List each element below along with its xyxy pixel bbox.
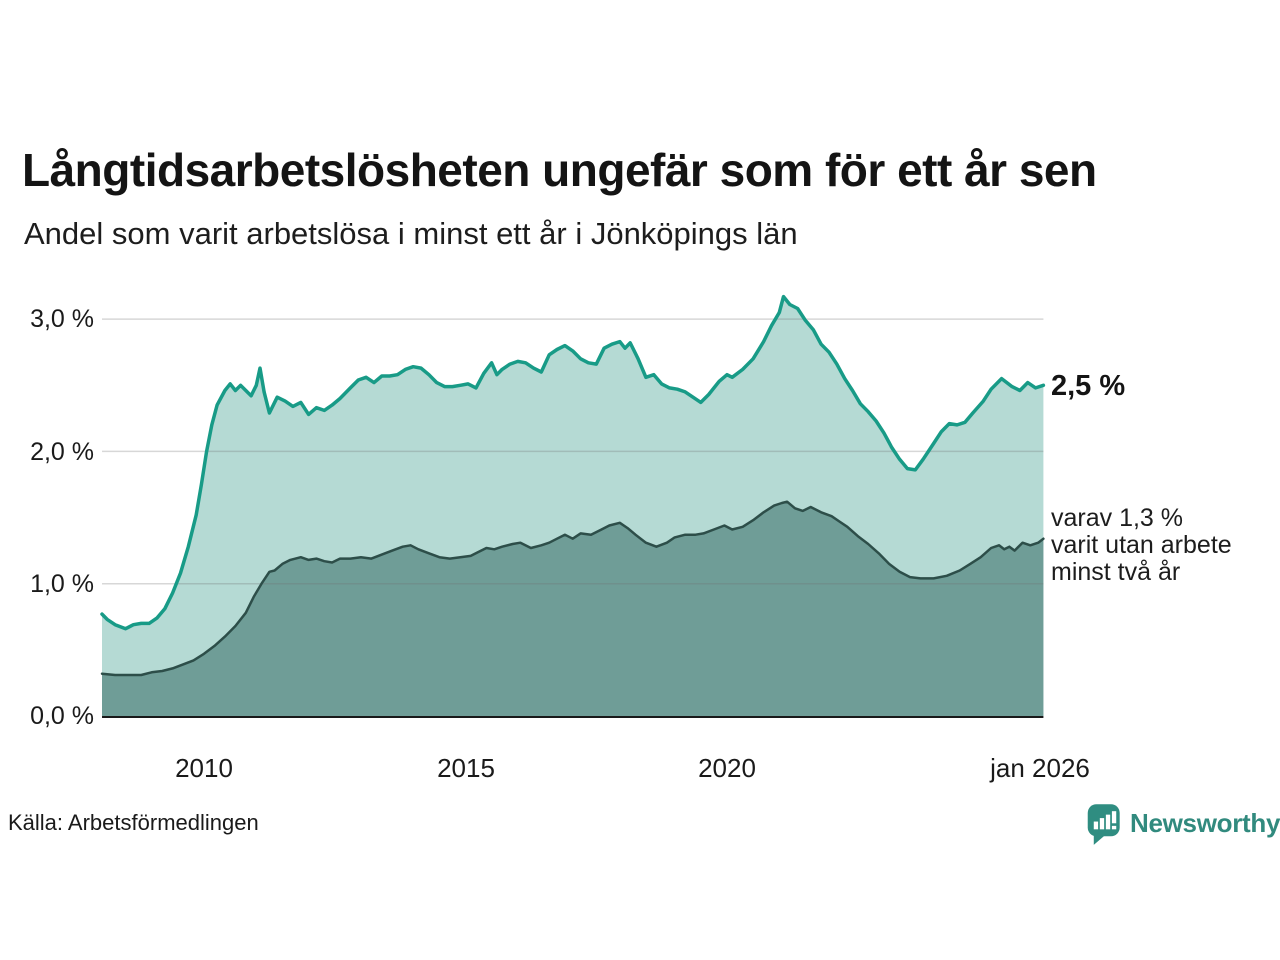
x-tick-label-2015: 2015 [437,753,495,783]
x-tick-label-2020: 2020 [698,753,756,783]
line-two-years [100,500,1045,677]
bar-chart-speech-bubble-icon [1087,804,1120,845]
newsworthy-wordmark: Newsworthy [1130,808,1280,838]
breakdown-line-2: varit utan arbete [1051,531,1232,559]
page-subtitle: Andel som varit arbetslösa i minst ett å… [24,216,798,251]
area-total [102,296,1044,716]
breakdown-line-3: minst två år [1051,558,1181,586]
source-attribution: Källa: Arbetsförmedlingen [8,810,259,835]
breakdown-line-1: varav 1,3 % [1051,504,1184,532]
x-tick-label-2010: 2010 [175,753,233,783]
x-tick-label-jan-2026: jan 2026 [990,753,1090,783]
y-tick-label-3-0: 3,0 % [30,305,94,333]
page-title: Långtidsarbetslösheten ungefär som för e… [22,144,1097,196]
y-tick-label-1-0: 1,0 % [30,570,94,598]
two-year-breakdown-label: varav 1,3 % varit utan arbete minst två … [1051,505,1232,586]
y-tick-label-2-0: 2,0 % [30,438,94,466]
y-tick-label-0-0: 0,0 % [30,702,94,730]
area-two-years [102,501,1044,716]
line-total [100,294,1046,631]
latest-total-value-label: 2,5 % [1051,370,1126,402]
